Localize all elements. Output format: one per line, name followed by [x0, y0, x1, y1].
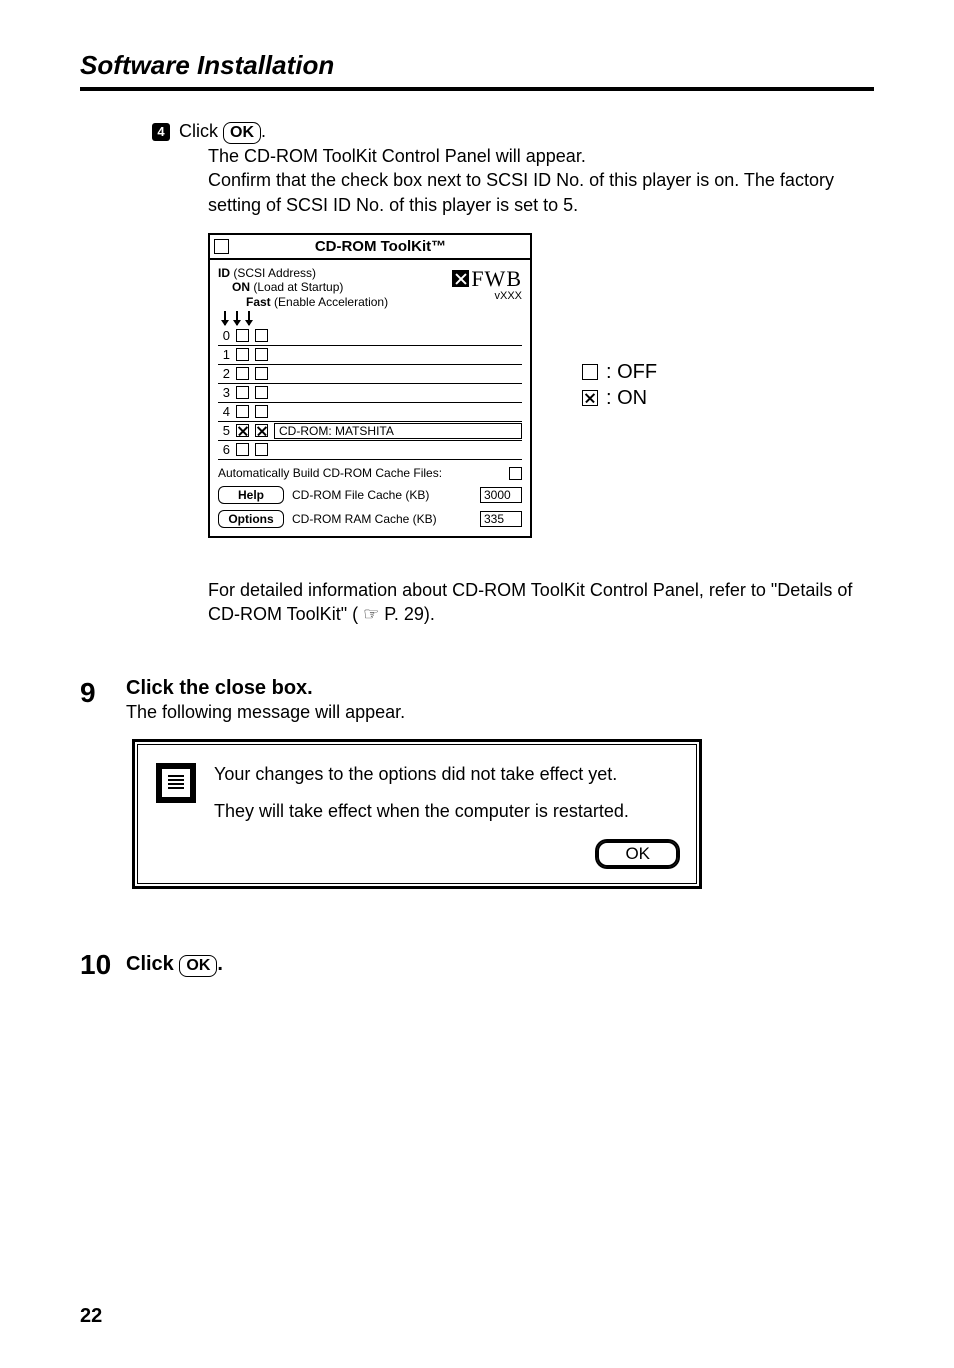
step-10-number: 10	[80, 949, 120, 981]
step-4-bullet: 4	[152, 123, 170, 141]
scsi-on-checkbox[interactable]	[236, 386, 249, 399]
file-cache-label: CD-ROM File Cache (KB)	[292, 488, 472, 502]
scsi-row-number: 1	[218, 347, 230, 362]
scsi-row-number: 6	[218, 442, 230, 457]
panel-title: CD-ROM ToolKit™	[235, 238, 526, 255]
step-10-prefix: Click	[126, 953, 174, 975]
scsi-row-number: 4	[218, 404, 230, 419]
legend-on-icon	[582, 390, 598, 406]
file-cache-value[interactable]: 3000	[480, 487, 522, 503]
header-rule	[80, 87, 874, 91]
ok-button-ref-2: OK	[179, 955, 217, 977]
scsi-fast-checkbox[interactable]	[255, 367, 268, 380]
options-button[interactable]: Options	[218, 510, 284, 528]
page-number: 22	[80, 1305, 102, 1328]
toolkit-panel: CD-ROM ToolKit™ ID (SCSI Address) ON (Lo…	[208, 233, 532, 538]
fwb-logo: FWB	[452, 266, 522, 292]
page-title: Software Installation	[80, 50, 874, 81]
detail-paragraph: For detailed information about CD-ROM To…	[208, 578, 874, 627]
scsi-fast-checkbox[interactable]	[255, 329, 268, 342]
scsi-on-checkbox[interactable]	[236, 424, 249, 437]
step-9-title: Click the close box.	[126, 677, 405, 700]
step-10-suffix: .	[217, 953, 223, 975]
dialog-line-1: Your changes to the options did not take…	[214, 763, 629, 786]
scsi-on-checkbox[interactable]	[236, 329, 249, 342]
scsi-rows: 0 1 2 3 4 5 CD-ROM: MATSHITA 6	[218, 327, 522, 460]
dialog-ok-button[interactable]: OK	[597, 841, 678, 867]
ram-cache-label: CD-ROM RAM Cache (KB)	[292, 512, 472, 526]
ram-cache-value[interactable]: 335	[480, 511, 522, 527]
scsi-row: 0	[218, 327, 522, 346]
scsi-on-checkbox[interactable]	[236, 367, 249, 380]
scsi-row-number: 2	[218, 366, 230, 381]
help-button[interactable]: Help	[218, 486, 284, 504]
legend-off-icon	[582, 364, 598, 380]
scsi-fast-checkbox[interactable]	[255, 443, 268, 456]
scsi-row-number: 3	[218, 385, 230, 400]
step-4-paragraph: The CD-ROM ToolKit Control Panel will ap…	[208, 144, 874, 217]
step-9-number: 9	[80, 677, 120, 709]
step-4-prefix: Click	[179, 121, 218, 141]
scsi-device-label: CD-ROM: MATSHITA	[274, 423, 522, 439]
scsi-row: 2	[218, 365, 522, 384]
scsi-row: 5 CD-ROM: MATSHITA	[218, 422, 522, 441]
scsi-row: 1	[218, 346, 522, 365]
close-box-icon[interactable]	[214, 239, 229, 254]
scsi-fast-checkbox[interactable]	[255, 348, 268, 361]
column-arrows	[224, 311, 522, 325]
restart-dialog: Your changes to the options did not take…	[132, 739, 702, 890]
dialog-info-icon	[156, 763, 196, 803]
auto-build-label: Automatically Build CD-ROM Cache Files:	[218, 466, 442, 480]
scsi-row: 6	[218, 441, 522, 460]
fwb-logo-icon	[452, 270, 469, 287]
scsi-row: 4	[218, 403, 522, 422]
auto-build-checkbox[interactable]	[509, 467, 522, 480]
ok-button-ref-1: OK	[223, 122, 261, 144]
scsi-row-number: 0	[218, 328, 230, 343]
scsi-fast-checkbox[interactable]	[255, 386, 268, 399]
panel-header-labels: ID (SCSI Address) ON (Load at Startup) F…	[218, 266, 388, 309]
scsi-fast-checkbox[interactable]	[255, 424, 268, 437]
scsi-on-checkbox[interactable]	[236, 443, 249, 456]
dialog-line-2: They will take effect when the computer …	[214, 800, 629, 823]
scsi-row: 3	[218, 384, 522, 403]
scsi-on-checkbox[interactable]	[236, 405, 249, 418]
step-4-suffix: .	[261, 121, 266, 141]
checkbox-legend: : OFF : ON	[582, 359, 657, 411]
step-9-sub: The following message will appear.	[126, 702, 405, 723]
scsi-on-checkbox[interactable]	[236, 348, 249, 361]
scsi-fast-checkbox[interactable]	[255, 405, 268, 418]
scsi-row-number: 5	[218, 423, 230, 438]
